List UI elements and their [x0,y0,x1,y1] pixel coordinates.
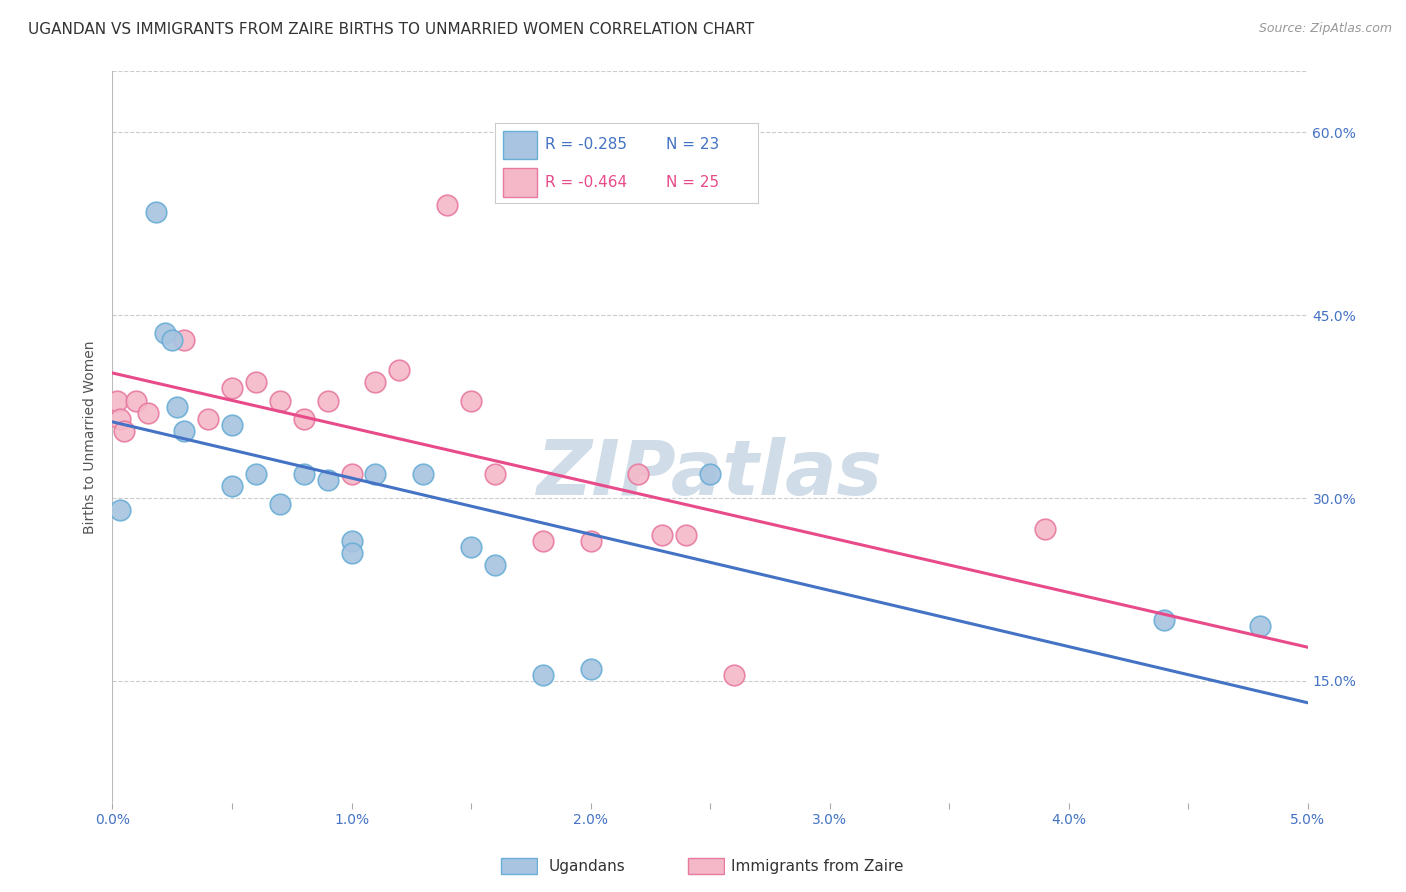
Point [145,204,167,219]
Point [114,424,135,438]
Point [221,417,243,432]
Point [699,467,721,481]
Bar [501,858,537,874]
Point [162,333,183,347]
Text: Ugandans: Ugandans [548,859,626,873]
Text: N = 25: N = 25 [666,175,718,190]
Text: Immigrants from Zaire: Immigrants from Zaire [731,859,904,873]
Point [340,467,363,481]
Text: N = 23: N = 23 [666,137,718,153]
Point [1153,613,1175,627]
Point [364,375,387,389]
Point [153,326,176,341]
Point [108,412,131,426]
Point [292,412,315,426]
Point [723,667,745,681]
Point [484,467,506,481]
Point [364,467,387,481]
Point [651,527,673,541]
Text: UGANDAN VS IMMIGRANTS FROM ZAIRE BIRTHS TO UNMARRIED WOMEN CORRELATION CHART: UGANDAN VS IMMIGRANTS FROM ZAIRE BIRTHS … [28,22,755,37]
Bar [503,130,537,159]
Point [221,381,243,395]
Point [579,533,602,548]
Point [1033,521,1056,535]
Point [316,393,339,408]
Point [484,558,506,573]
Point [166,400,188,414]
Bar [503,169,537,196]
Point [627,467,650,481]
Point [269,393,291,408]
Point [531,533,554,548]
Point [221,479,243,493]
Point [269,497,291,511]
Point [125,393,148,408]
Point [173,333,195,347]
Point [675,527,697,541]
Point [412,467,434,481]
Point [436,198,458,212]
Point [579,662,602,676]
Text: ZIPatlas: ZIPatlas [537,437,883,510]
Point [460,393,482,408]
Text: R = -0.464: R = -0.464 [546,175,627,190]
Bar [688,858,724,874]
Point [388,363,411,377]
Point [340,546,363,560]
Text: R = -0.285: R = -0.285 [546,137,627,153]
Point [105,393,128,408]
Point [108,503,131,517]
Point [245,375,267,389]
Text: Source: ZipAtlas.com: Source: ZipAtlas.com [1258,22,1392,36]
Point [197,412,219,426]
Point [138,406,160,420]
Y-axis label: Births to Unmarried Women: Births to Unmarried Women [83,341,97,533]
Point [340,533,363,548]
Point [531,667,554,681]
Point [460,540,482,554]
Point [316,473,339,487]
Point [292,467,315,481]
Point [173,424,195,438]
Point [245,467,267,481]
Point [1249,619,1271,633]
